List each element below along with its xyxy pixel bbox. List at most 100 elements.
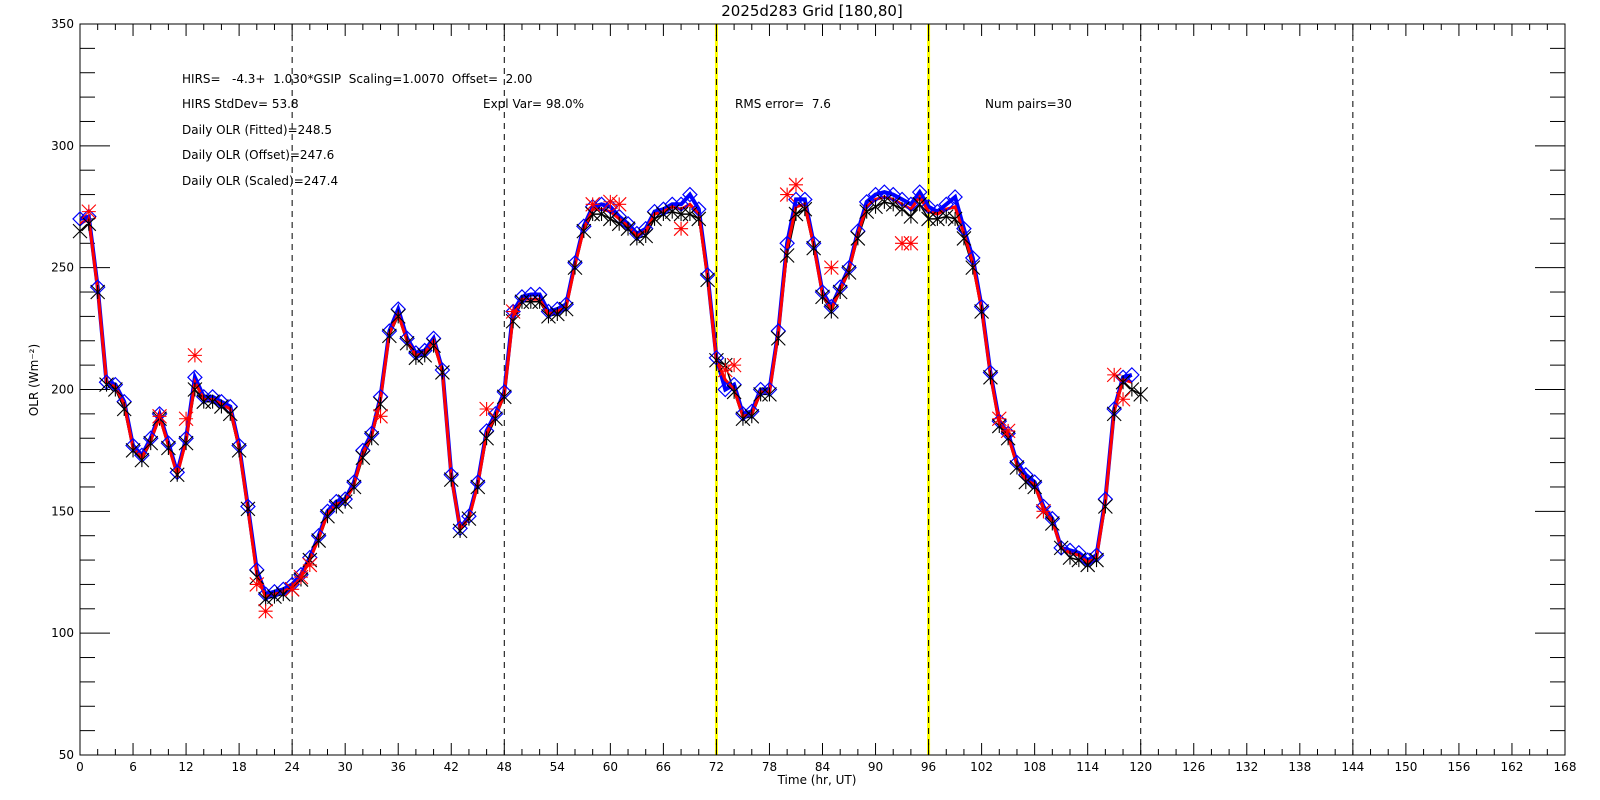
- blue-diamond-point: [1124, 367, 1140, 383]
- red-asterisk-point: [894, 235, 910, 251]
- red-asterisk-point: [602, 194, 618, 210]
- black-x-point: [435, 365, 450, 380]
- black-x-point: [328, 499, 344, 514]
- black-x-point: [885, 196, 901, 212]
- red-asterisk-point: [249, 577, 265, 592]
- black-x-point: [81, 216, 97, 232]
- red-asterisk-point: [779, 187, 795, 202]
- black-x-point: [479, 430, 494, 446]
- red-asterisk-point: [903, 235, 919, 251]
- black-x-point: [903, 209, 919, 224]
- black-x-point: [762, 386, 777, 402]
- black-x-point: [99, 377, 114, 393]
- black-x-point: [187, 382, 203, 397]
- red-asterisk-point: [1000, 423, 1016, 439]
- black-x-point: [664, 204, 680, 220]
- black-x-point: [912, 196, 928, 212]
- black-x-point: [841, 265, 857, 280]
- x-tick-label: 114: [1076, 760, 1099, 774]
- black-x-point: [691, 211, 707, 227]
- black-x-point: [426, 338, 441, 354]
- black-x-point: [72, 223, 88, 239]
- black-x-point: [823, 304, 839, 319]
- x-tick-label: 156: [1447, 760, 1470, 774]
- y-tick-label: 200: [51, 383, 74, 397]
- annotation-num-pairs: Num pairs=30: [985, 97, 1072, 111]
- black-x-point: [594, 206, 609, 222]
- x-tick-label: 102: [970, 760, 993, 774]
- black-x-point: [549, 306, 565, 322]
- black-x-point: [355, 450, 371, 466]
- black-x-point: [938, 209, 954, 224]
- x-tick-label: 18: [231, 760, 246, 774]
- red-asterisk-point: [585, 196, 601, 212]
- series-black-line: [79, 201, 1142, 601]
- black-x-point: [417, 347, 433, 363]
- red-asterisk-point: [152, 408, 167, 424]
- black-x-point: [788, 206, 804, 222]
- black-x-point: [726, 384, 742, 400]
- black-x-point: [1053, 540, 1069, 556]
- black-x-point: [735, 411, 751, 427]
- red-asterisk-point: [293, 569, 309, 585]
- black-x-point: [1097, 499, 1113, 514]
- annotation-regression: HIRS= -4.3+ 1.030*GSIP Scaling=1.0070 Of…: [182, 72, 532, 86]
- black-x-point: [797, 201, 813, 217]
- y-tick-label: 300: [51, 139, 74, 153]
- black-x-point: [806, 240, 822, 256]
- x-tick-label: 90: [868, 760, 883, 774]
- x-tick-label: 96: [921, 760, 936, 774]
- black-x-point: [222, 406, 238, 422]
- x-tick-label: 66: [656, 760, 671, 774]
- black-x-point: [832, 284, 848, 300]
- annotation-rms-error: RMS error= 7.6: [735, 97, 831, 111]
- black-x-point: [1133, 386, 1149, 402]
- red-asterisk-point: [991, 411, 1007, 427]
- red-asterisk-point: [505, 304, 521, 319]
- black-x-point: [267, 589, 282, 605]
- annotation-daily-scaled: Daily OLR (Scaled)=247.4: [182, 174, 338, 188]
- x-tick-label: 54: [550, 760, 565, 774]
- annotation-expl-var: Expl Var= 98.0%: [483, 97, 584, 111]
- reference-lines: [291, 24, 1354, 755]
- black-x-point: [1018, 474, 1034, 490]
- red-asterisk-point: [673, 221, 689, 237]
- red-asterisk-point: [611, 196, 627, 212]
- black-x-point: [373, 396, 388, 412]
- y-tick-label: 150: [51, 504, 74, 518]
- black-x-point: [214, 399, 229, 414]
- black-x-point: [461, 511, 477, 527]
- black-x-point: [311, 533, 327, 548]
- black-x-point: [178, 435, 194, 451]
- y-tick-label: 100: [51, 626, 74, 640]
- black-x-point: [974, 304, 989, 319]
- black-x-point: [143, 435, 159, 451]
- x-tick-label: 108: [1023, 760, 1046, 774]
- black-x-point: [90, 284, 106, 300]
- black-x-point: [779, 248, 795, 263]
- red-asterisk-point: [373, 408, 388, 424]
- black-x-point: [647, 211, 662, 227]
- black-x-point: [850, 231, 866, 246]
- x-tick-label: 48: [497, 760, 512, 774]
- black-x-point: [107, 382, 123, 397]
- x-tick-label: 30: [338, 760, 353, 774]
- black-x-point: [770, 330, 786, 346]
- x-tick-label: 120: [1129, 760, 1152, 774]
- annotations: HIRS= -4.3+ 1.030*GSIP Scaling=1.0070 Of…: [182, 72, 1072, 188]
- black-x-point: [1044, 516, 1060, 531]
- red-asterisk-point: [187, 347, 203, 363]
- x-tick-label: 0: [76, 760, 84, 774]
- red-asterisk-point: [726, 357, 742, 373]
- black-x-point: [134, 452, 150, 468]
- black-x-point: [390, 309, 406, 324]
- black-x-point: [231, 443, 247, 458]
- black-x-point: [744, 408, 760, 424]
- x-tick-label: 36: [391, 760, 406, 774]
- x-tick-label: 144: [1341, 760, 1364, 774]
- black-x-point: [930, 211, 945, 227]
- red-asterisk-point: [1115, 391, 1131, 407]
- black-x-point: [1124, 382, 1140, 397]
- black-x-point: [638, 228, 654, 244]
